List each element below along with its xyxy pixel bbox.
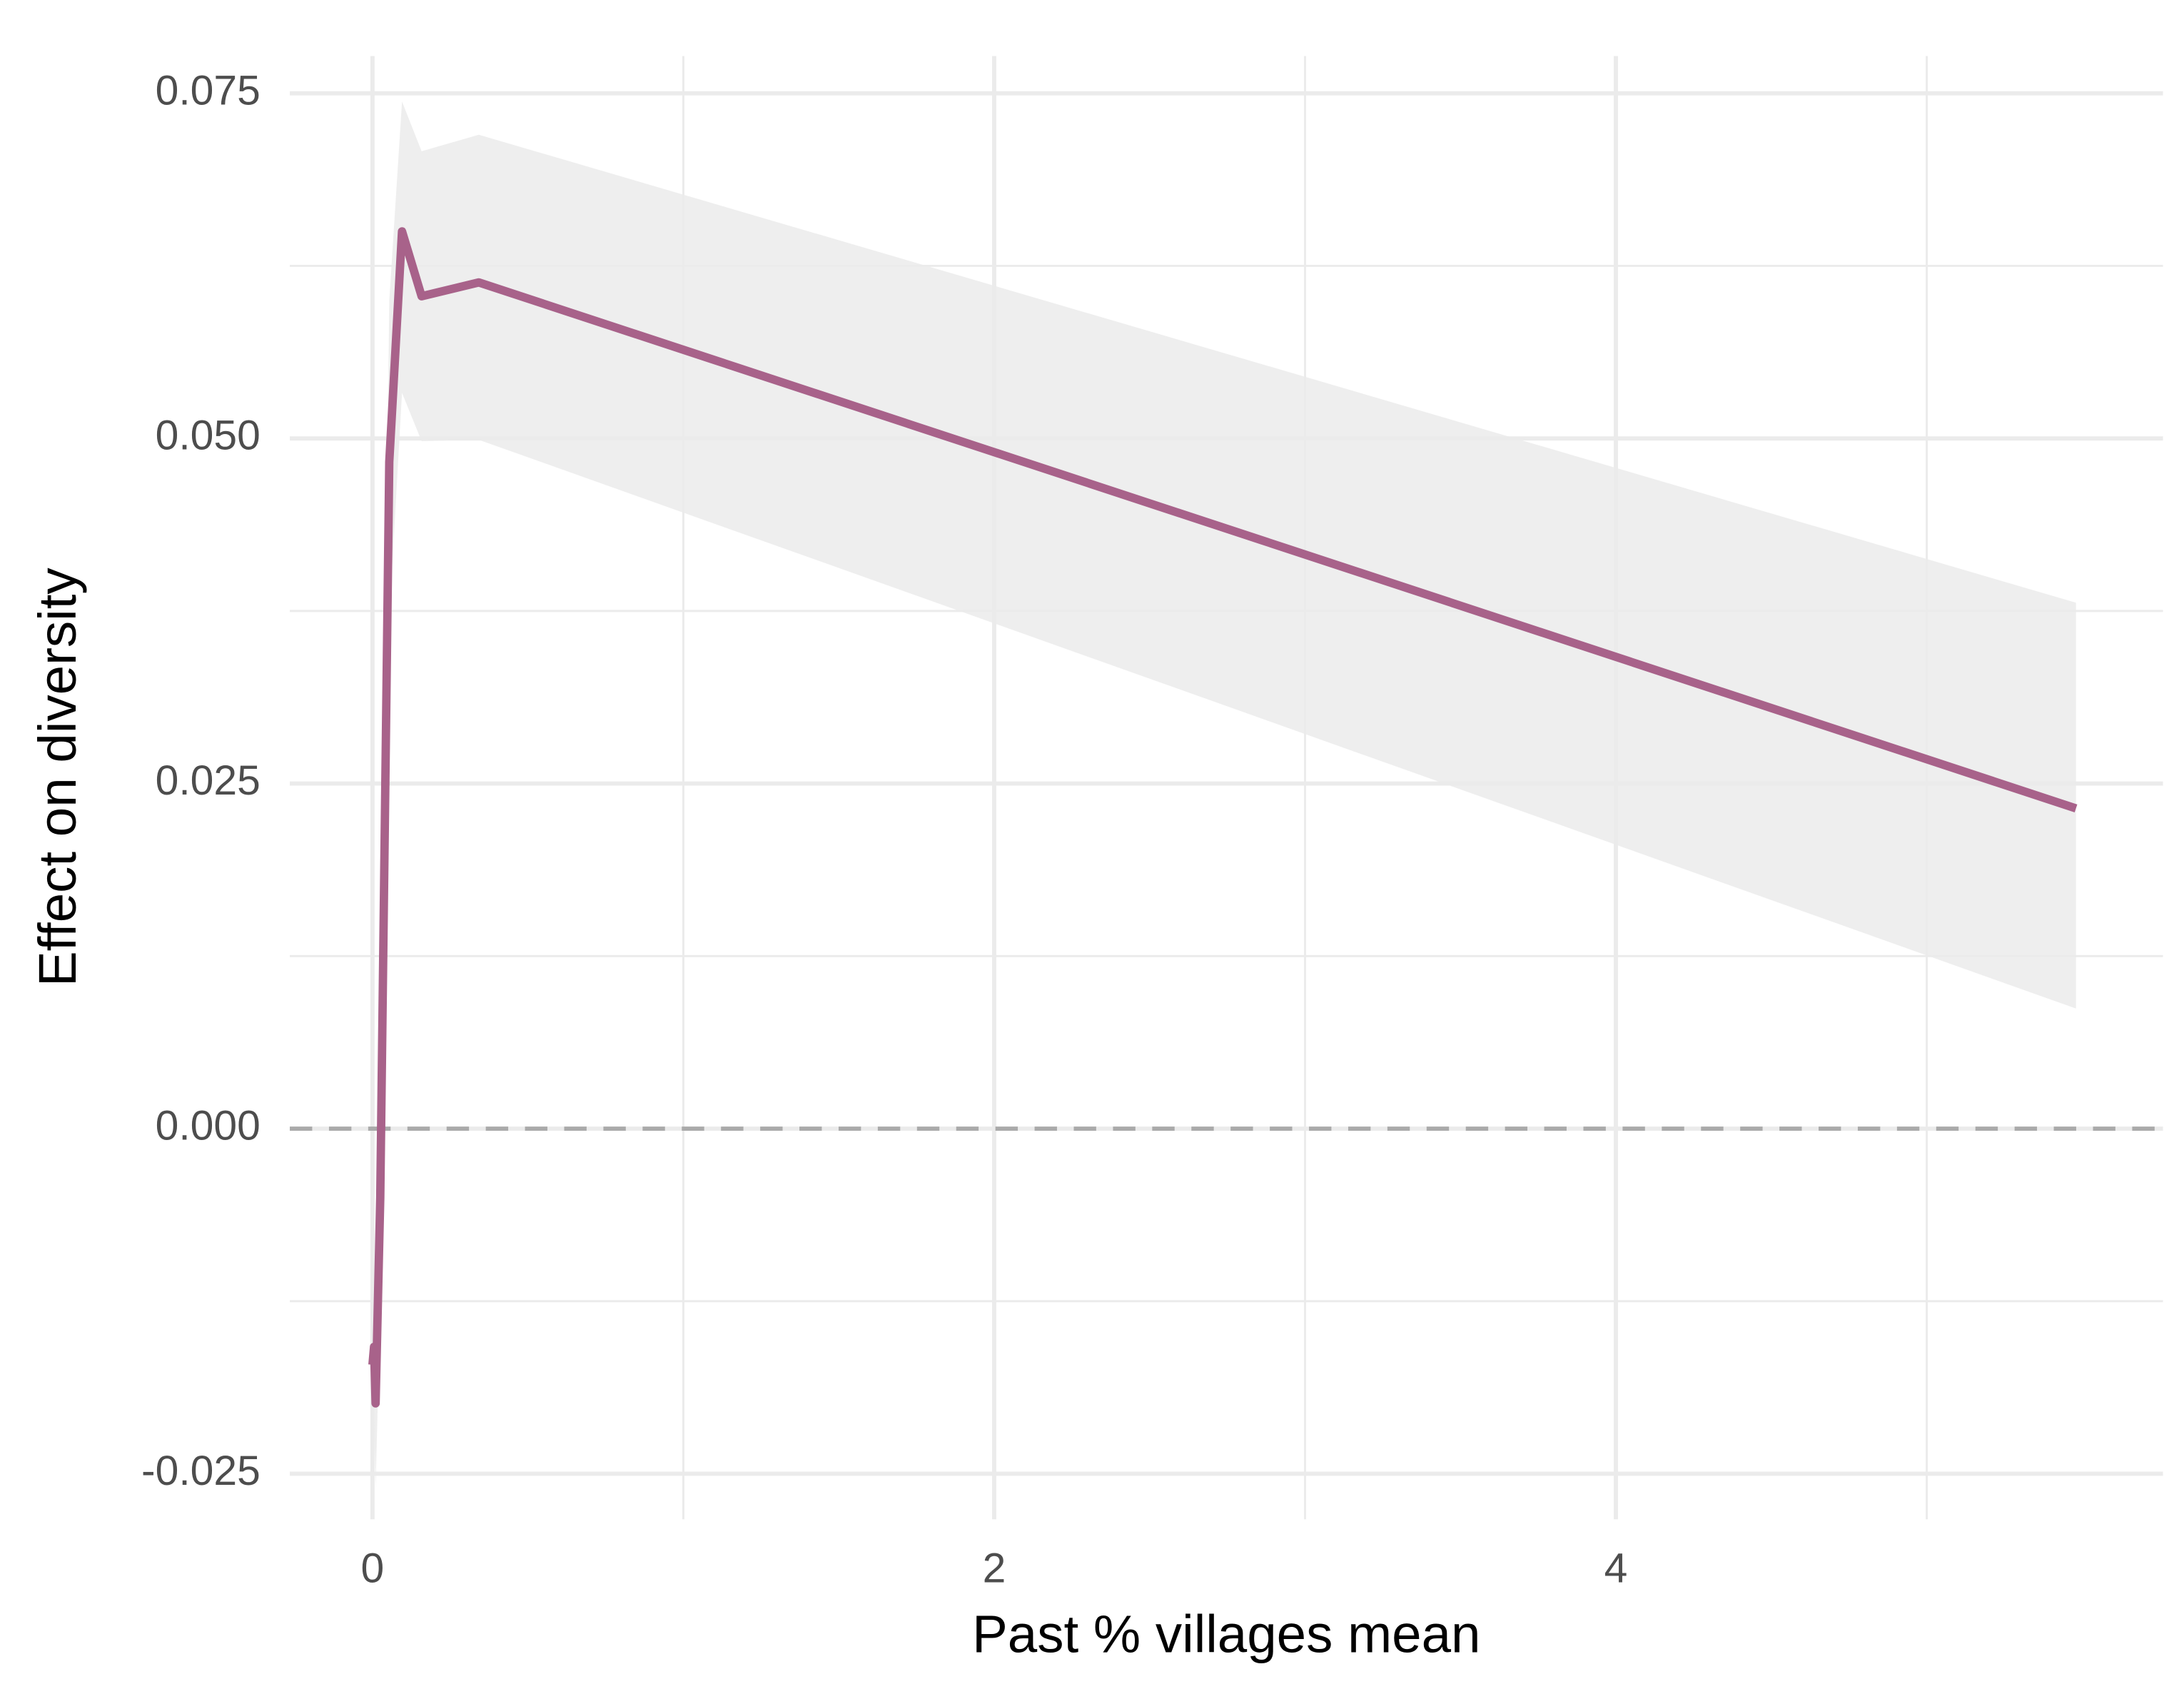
y-axis-title: Effect on diversity [28, 568, 87, 987]
y-tick-label: 0.025 [156, 757, 261, 804]
x-tick-label: 2 [983, 1545, 1006, 1591]
confidence-band [372, 101, 2076, 1488]
y-tick-label: -0.025 [141, 1448, 261, 1494]
y-tick-label: 0.000 [156, 1103, 261, 1149]
x-axis-title: Past % villages mean [972, 1605, 1480, 1664]
x-tick-label: 4 [1604, 1545, 1628, 1591]
effect-line [368, 227, 2078, 1408]
y-tick-label: 0.050 [156, 413, 261, 459]
y-tick-label: 0.075 [156, 67, 261, 114]
x-tick-label: 0 [361, 1545, 385, 1591]
